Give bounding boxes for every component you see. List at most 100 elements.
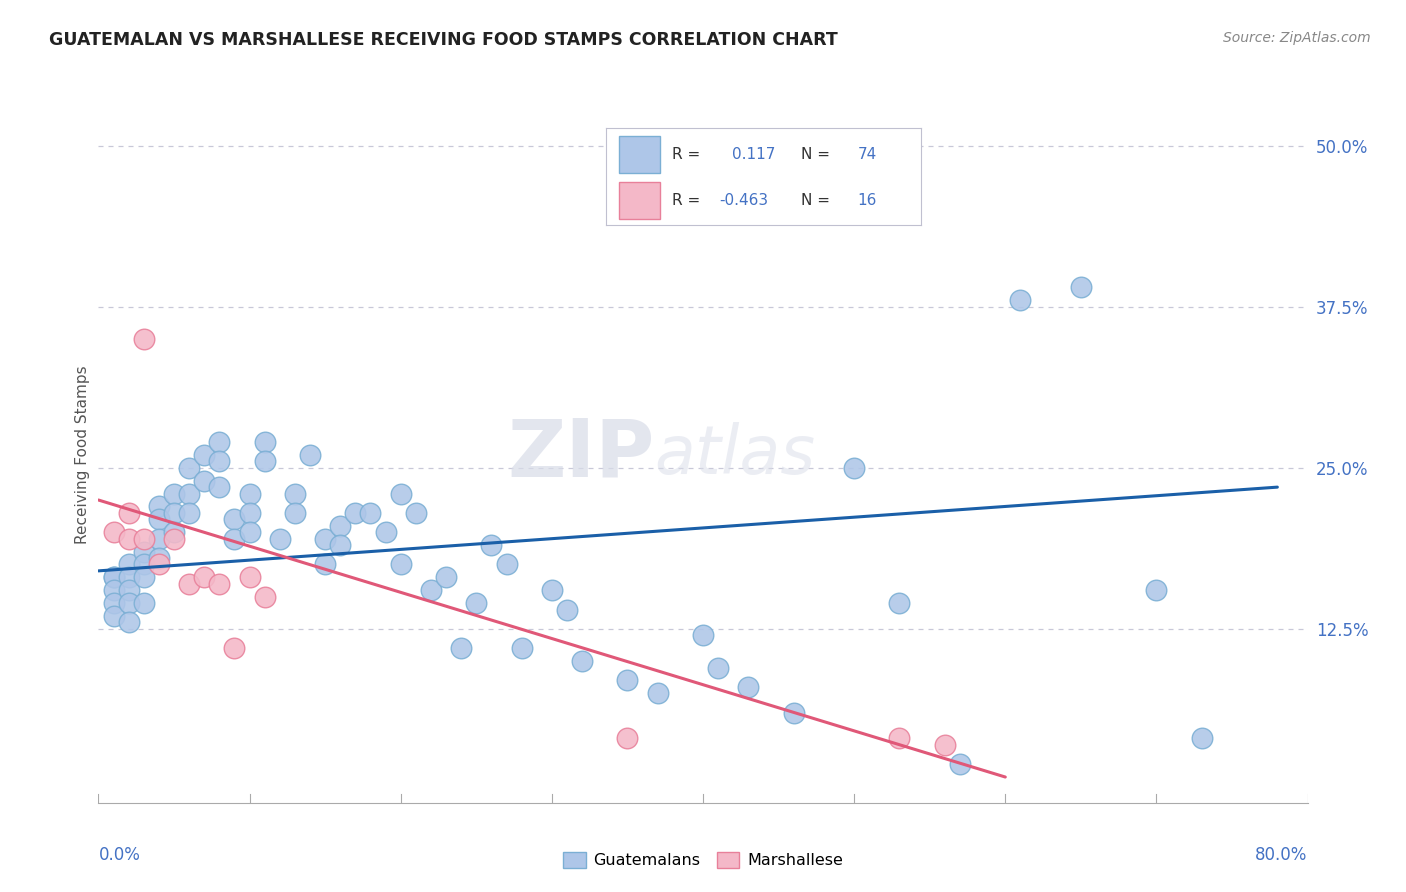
Point [132, 332, 155, 346]
Point [389, 486, 412, 500]
Text: R =: R = [672, 194, 700, 209]
Point [540, 583, 562, 598]
Point [647, 686, 669, 700]
Point [239, 570, 262, 584]
Point [148, 512, 170, 526]
Point [177, 576, 201, 591]
Point [148, 551, 170, 566]
Point [163, 532, 186, 546]
Point [132, 570, 155, 584]
Text: GUATEMALAN VS MARSHALLESE RECEIVING FOOD STAMPS CORRELATION CHART: GUATEMALAN VS MARSHALLESE RECEIVING FOOD… [49, 31, 838, 49]
Point [132, 558, 155, 572]
Point [193, 570, 215, 584]
Point [177, 486, 201, 500]
Point [177, 460, 201, 475]
Bar [619, 136, 659, 173]
Point [889, 596, 911, 610]
Point [103, 570, 125, 584]
Point [118, 583, 141, 598]
Point [269, 532, 291, 546]
Y-axis label: Receiving Food Stamps: Receiving Food Stamps [75, 366, 90, 544]
Point [510, 641, 533, 656]
Point [419, 583, 441, 598]
Point [1191, 731, 1213, 746]
Point [434, 570, 457, 584]
Point [389, 558, 412, 572]
Legend: Guatemalans, Marshallese: Guatemalans, Marshallese [557, 846, 849, 875]
Point [118, 596, 141, 610]
Point [253, 435, 276, 450]
Point [148, 558, 170, 572]
Point [103, 609, 125, 624]
Point [132, 532, 155, 546]
Point [481, 538, 503, 552]
Point [118, 506, 141, 520]
Text: N =: N = [801, 146, 830, 161]
Text: 80.0%: 80.0% [1256, 846, 1308, 864]
Text: N =: N = [801, 194, 830, 209]
Point [299, 448, 322, 462]
Point [949, 757, 972, 772]
Point [465, 596, 488, 610]
Point [1144, 583, 1167, 598]
Point [239, 525, 262, 540]
Point [224, 532, 246, 546]
Point [329, 538, 352, 552]
Point [177, 506, 201, 520]
Point [118, 558, 141, 572]
Point [344, 506, 367, 520]
Point [692, 628, 714, 642]
Point [118, 570, 141, 584]
Point [360, 506, 382, 520]
Point [208, 454, 231, 468]
Point [132, 544, 155, 558]
Point [284, 486, 307, 500]
Point [103, 596, 125, 610]
Point [193, 474, 215, 488]
Point [616, 673, 638, 688]
Point [555, 602, 578, 616]
Point [737, 680, 759, 694]
Point [208, 576, 231, 591]
Point [782, 706, 804, 720]
Point [1010, 293, 1032, 308]
Point [118, 532, 141, 546]
Point [797, 152, 820, 166]
Point [495, 558, 517, 572]
Point [103, 525, 125, 540]
Point [253, 590, 276, 604]
Point [148, 500, 170, 514]
Point [314, 532, 336, 546]
Point [193, 448, 215, 462]
Point [405, 506, 427, 520]
Point [208, 435, 231, 450]
Point [132, 596, 155, 610]
Point [103, 583, 125, 598]
Text: 0.117: 0.117 [733, 146, 775, 161]
Text: Source: ZipAtlas.com: Source: ZipAtlas.com [1223, 31, 1371, 45]
Text: atlas: atlas [655, 422, 815, 488]
Point [374, 525, 396, 540]
Point [118, 615, 141, 630]
Point [934, 738, 956, 752]
Point [163, 506, 186, 520]
Point [148, 532, 170, 546]
Point [707, 660, 730, 674]
Point [616, 731, 638, 746]
Point [329, 518, 352, 533]
Point [314, 558, 336, 572]
Text: 0.0%: 0.0% [98, 846, 141, 864]
Text: R =: R = [672, 146, 700, 161]
Text: ZIP: ZIP [508, 416, 655, 494]
Point [844, 460, 866, 475]
Bar [619, 183, 659, 219]
Point [450, 641, 472, 656]
Point [103, 570, 125, 584]
Point [163, 525, 186, 540]
Point [889, 731, 911, 746]
Point [284, 506, 307, 520]
Point [208, 480, 231, 494]
Point [239, 506, 262, 520]
Text: -0.463: -0.463 [720, 194, 769, 209]
Point [1070, 280, 1092, 294]
